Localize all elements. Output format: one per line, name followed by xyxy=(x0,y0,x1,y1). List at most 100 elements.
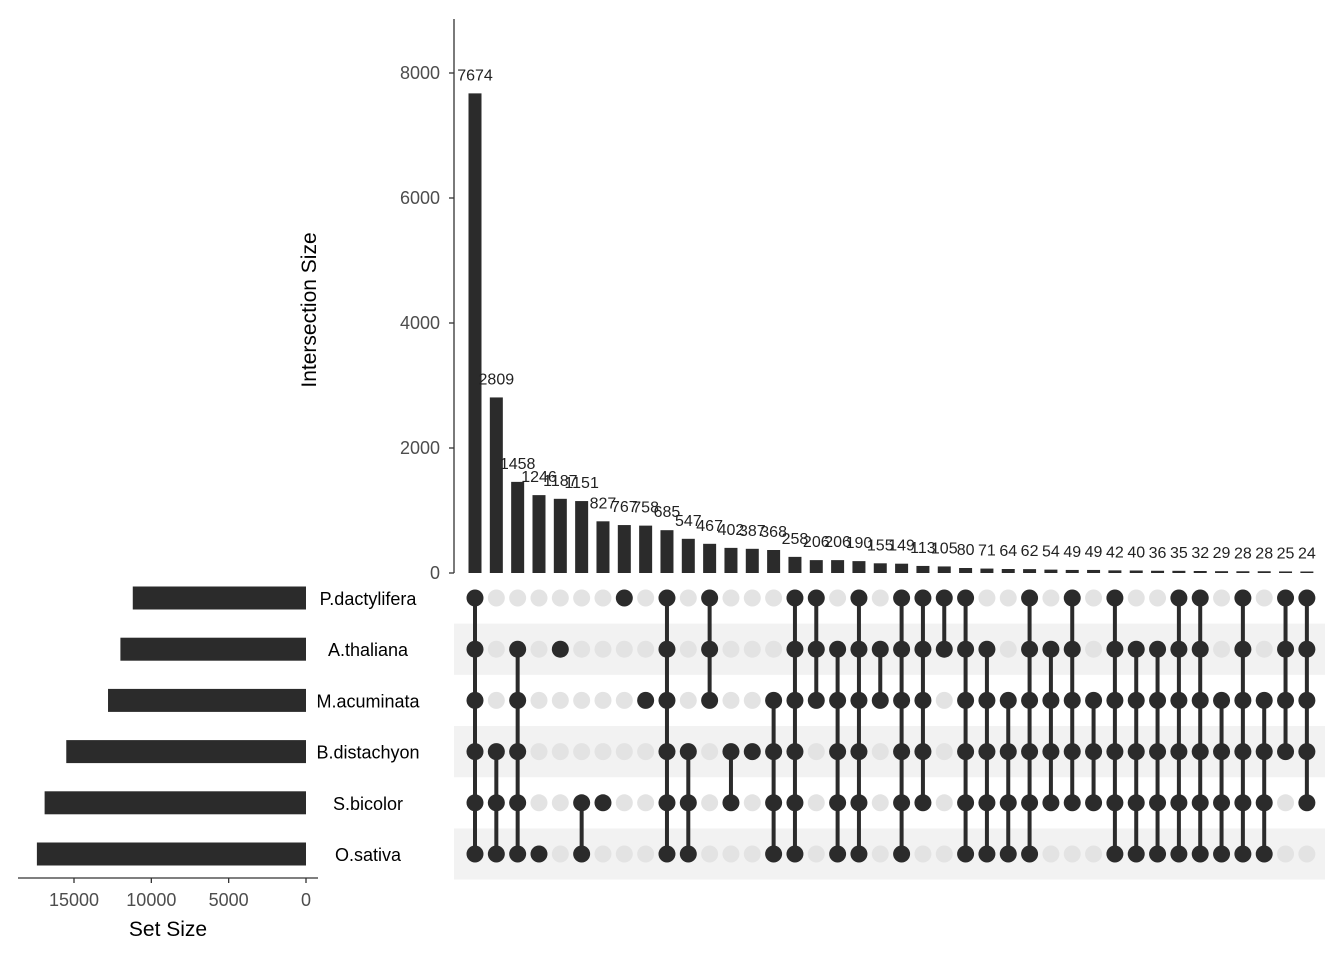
matrix-dot-active xyxy=(466,589,484,607)
matrix-dot-active xyxy=(1127,794,1145,812)
intersection-bar xyxy=(1300,571,1314,573)
matrix-dot-active xyxy=(1063,743,1081,761)
matrix-dot-active xyxy=(850,589,868,607)
matrix-dot-active xyxy=(1191,845,1209,863)
matrix-dot-inactive xyxy=(487,589,505,607)
matrix-dot-active xyxy=(509,845,527,863)
intersection-bar xyxy=(852,561,866,573)
matrix-dot-active xyxy=(487,845,505,863)
matrix-dot-active xyxy=(1298,743,1316,761)
matrix-dot-active xyxy=(999,794,1017,812)
intersection-bar-value-label: 64 xyxy=(999,543,1017,560)
intersection-bar-value-label: 40 xyxy=(1127,545,1145,562)
matrix-dot-inactive xyxy=(551,845,569,863)
matrix-dot-active xyxy=(1170,794,1188,812)
intersection-bar-value-label: 32 xyxy=(1191,545,1209,562)
matrix-dot-active xyxy=(1106,589,1124,607)
intersection-bar xyxy=(1001,569,1015,573)
matrix-dot-inactive xyxy=(679,640,697,658)
intersection-bar-value-label: 2809 xyxy=(479,371,515,388)
set-name-label: P.dactylifera xyxy=(320,589,418,609)
matrix-dot-active xyxy=(978,640,996,658)
matrix-dot-active xyxy=(957,589,975,607)
matrix-dot-active xyxy=(786,691,804,709)
intersection-bar-value-label: 71 xyxy=(978,543,996,560)
matrix-dot-inactive xyxy=(530,589,548,607)
matrix-dot-active xyxy=(1106,845,1124,863)
intersection-bar-value-label: 155 xyxy=(867,537,894,554)
intersection-bar-value-label: 113 xyxy=(910,540,936,557)
matrix-dot-active xyxy=(1021,691,1039,709)
matrix-dot-active xyxy=(594,794,612,812)
y-tick-label: 0 xyxy=(430,563,440,583)
matrix-dot-inactive xyxy=(999,589,1017,607)
matrix-dot-active xyxy=(1234,794,1252,812)
matrix-dot-active xyxy=(829,691,847,709)
intersection-bar-value-label: 827 xyxy=(590,495,617,512)
intersection-bar xyxy=(745,548,759,573)
intersection-bar xyxy=(1129,570,1143,573)
matrix-dot-active xyxy=(1063,691,1081,709)
matrix-dot-active xyxy=(1085,691,1103,709)
intersection-bar xyxy=(937,566,951,573)
intersection-bar-value-label: 1246 xyxy=(521,469,557,486)
intersection-bar xyxy=(1065,569,1079,573)
matrix-dot-inactive xyxy=(594,589,612,607)
matrix-dot-active xyxy=(786,794,804,812)
intersection-bar xyxy=(489,397,503,573)
matrix-dot-active xyxy=(1042,691,1060,709)
intersection-bar xyxy=(1215,571,1229,573)
matrix-dot-active xyxy=(1255,845,1273,863)
matrix-dot-inactive xyxy=(637,845,655,863)
matrix-dot-active xyxy=(1063,589,1081,607)
set-name-label: A.thaliana xyxy=(328,640,409,660)
matrix-dot-active xyxy=(765,691,783,709)
matrix-dot-active xyxy=(1191,589,1209,607)
y-tick-label: 8000 xyxy=(400,63,440,83)
set-size-axis: 15000 10000 5000 0 xyxy=(18,877,318,910)
matrix-dot-active xyxy=(509,743,527,761)
matrix-dot-active xyxy=(850,794,868,812)
matrix-dot-inactive xyxy=(1213,640,1231,658)
matrix-dot-active xyxy=(786,640,804,658)
intersection-bar-value-label: 258 xyxy=(782,531,809,548)
intersection-bar-value-label: 42 xyxy=(1106,544,1124,561)
intersection-bars xyxy=(468,93,1314,573)
matrix-dot-active xyxy=(1149,640,1167,658)
set-name-label: O.sativa xyxy=(335,845,402,865)
intersection-bar-value-label: 36 xyxy=(1149,545,1167,562)
matrix-dot-active xyxy=(786,845,804,863)
intersection-bar xyxy=(639,525,653,573)
matrix-dot-active xyxy=(1298,691,1316,709)
matrix-dot-active xyxy=(829,743,847,761)
matrix-dot-active xyxy=(658,640,676,658)
matrix-dot-active xyxy=(1149,794,1167,812)
set-size-tick-label: 5000 xyxy=(209,890,249,910)
matrix-dot-active xyxy=(893,743,911,761)
matrix-dot-inactive xyxy=(722,845,740,863)
matrix-dot-active xyxy=(1149,691,1167,709)
intersection-bar-value-label: 547 xyxy=(675,513,702,530)
matrix-dot-inactive xyxy=(722,589,740,607)
matrix-dot-active xyxy=(935,589,953,607)
matrix-dot-inactive xyxy=(594,845,612,863)
matrix-dot-active xyxy=(722,794,740,812)
matrix-dot-active xyxy=(701,691,719,709)
matrix-dot-active xyxy=(893,691,911,709)
matrix-dot-active xyxy=(914,640,932,658)
matrix-dot-active xyxy=(466,640,484,658)
matrix-dot-inactive xyxy=(1298,845,1316,863)
matrix-dot-inactive xyxy=(509,589,527,607)
matrix-dot-inactive xyxy=(978,589,996,607)
matrix-dot-active xyxy=(807,640,825,658)
y-tick-label: 2000 xyxy=(400,438,440,458)
matrix-dot-active xyxy=(658,845,676,863)
matrix-dot-active xyxy=(1127,640,1145,658)
matrix-dot-inactive xyxy=(530,794,548,812)
intersection-axis: 0 2000 4000 6000 8000 xyxy=(400,19,455,583)
matrix-dot-active xyxy=(573,845,591,863)
intersection-bar-value-label: 402 xyxy=(718,522,745,539)
matrix-dot-active xyxy=(829,640,847,658)
intersection-bar xyxy=(511,481,525,573)
matrix-dot-inactive xyxy=(1063,845,1081,863)
